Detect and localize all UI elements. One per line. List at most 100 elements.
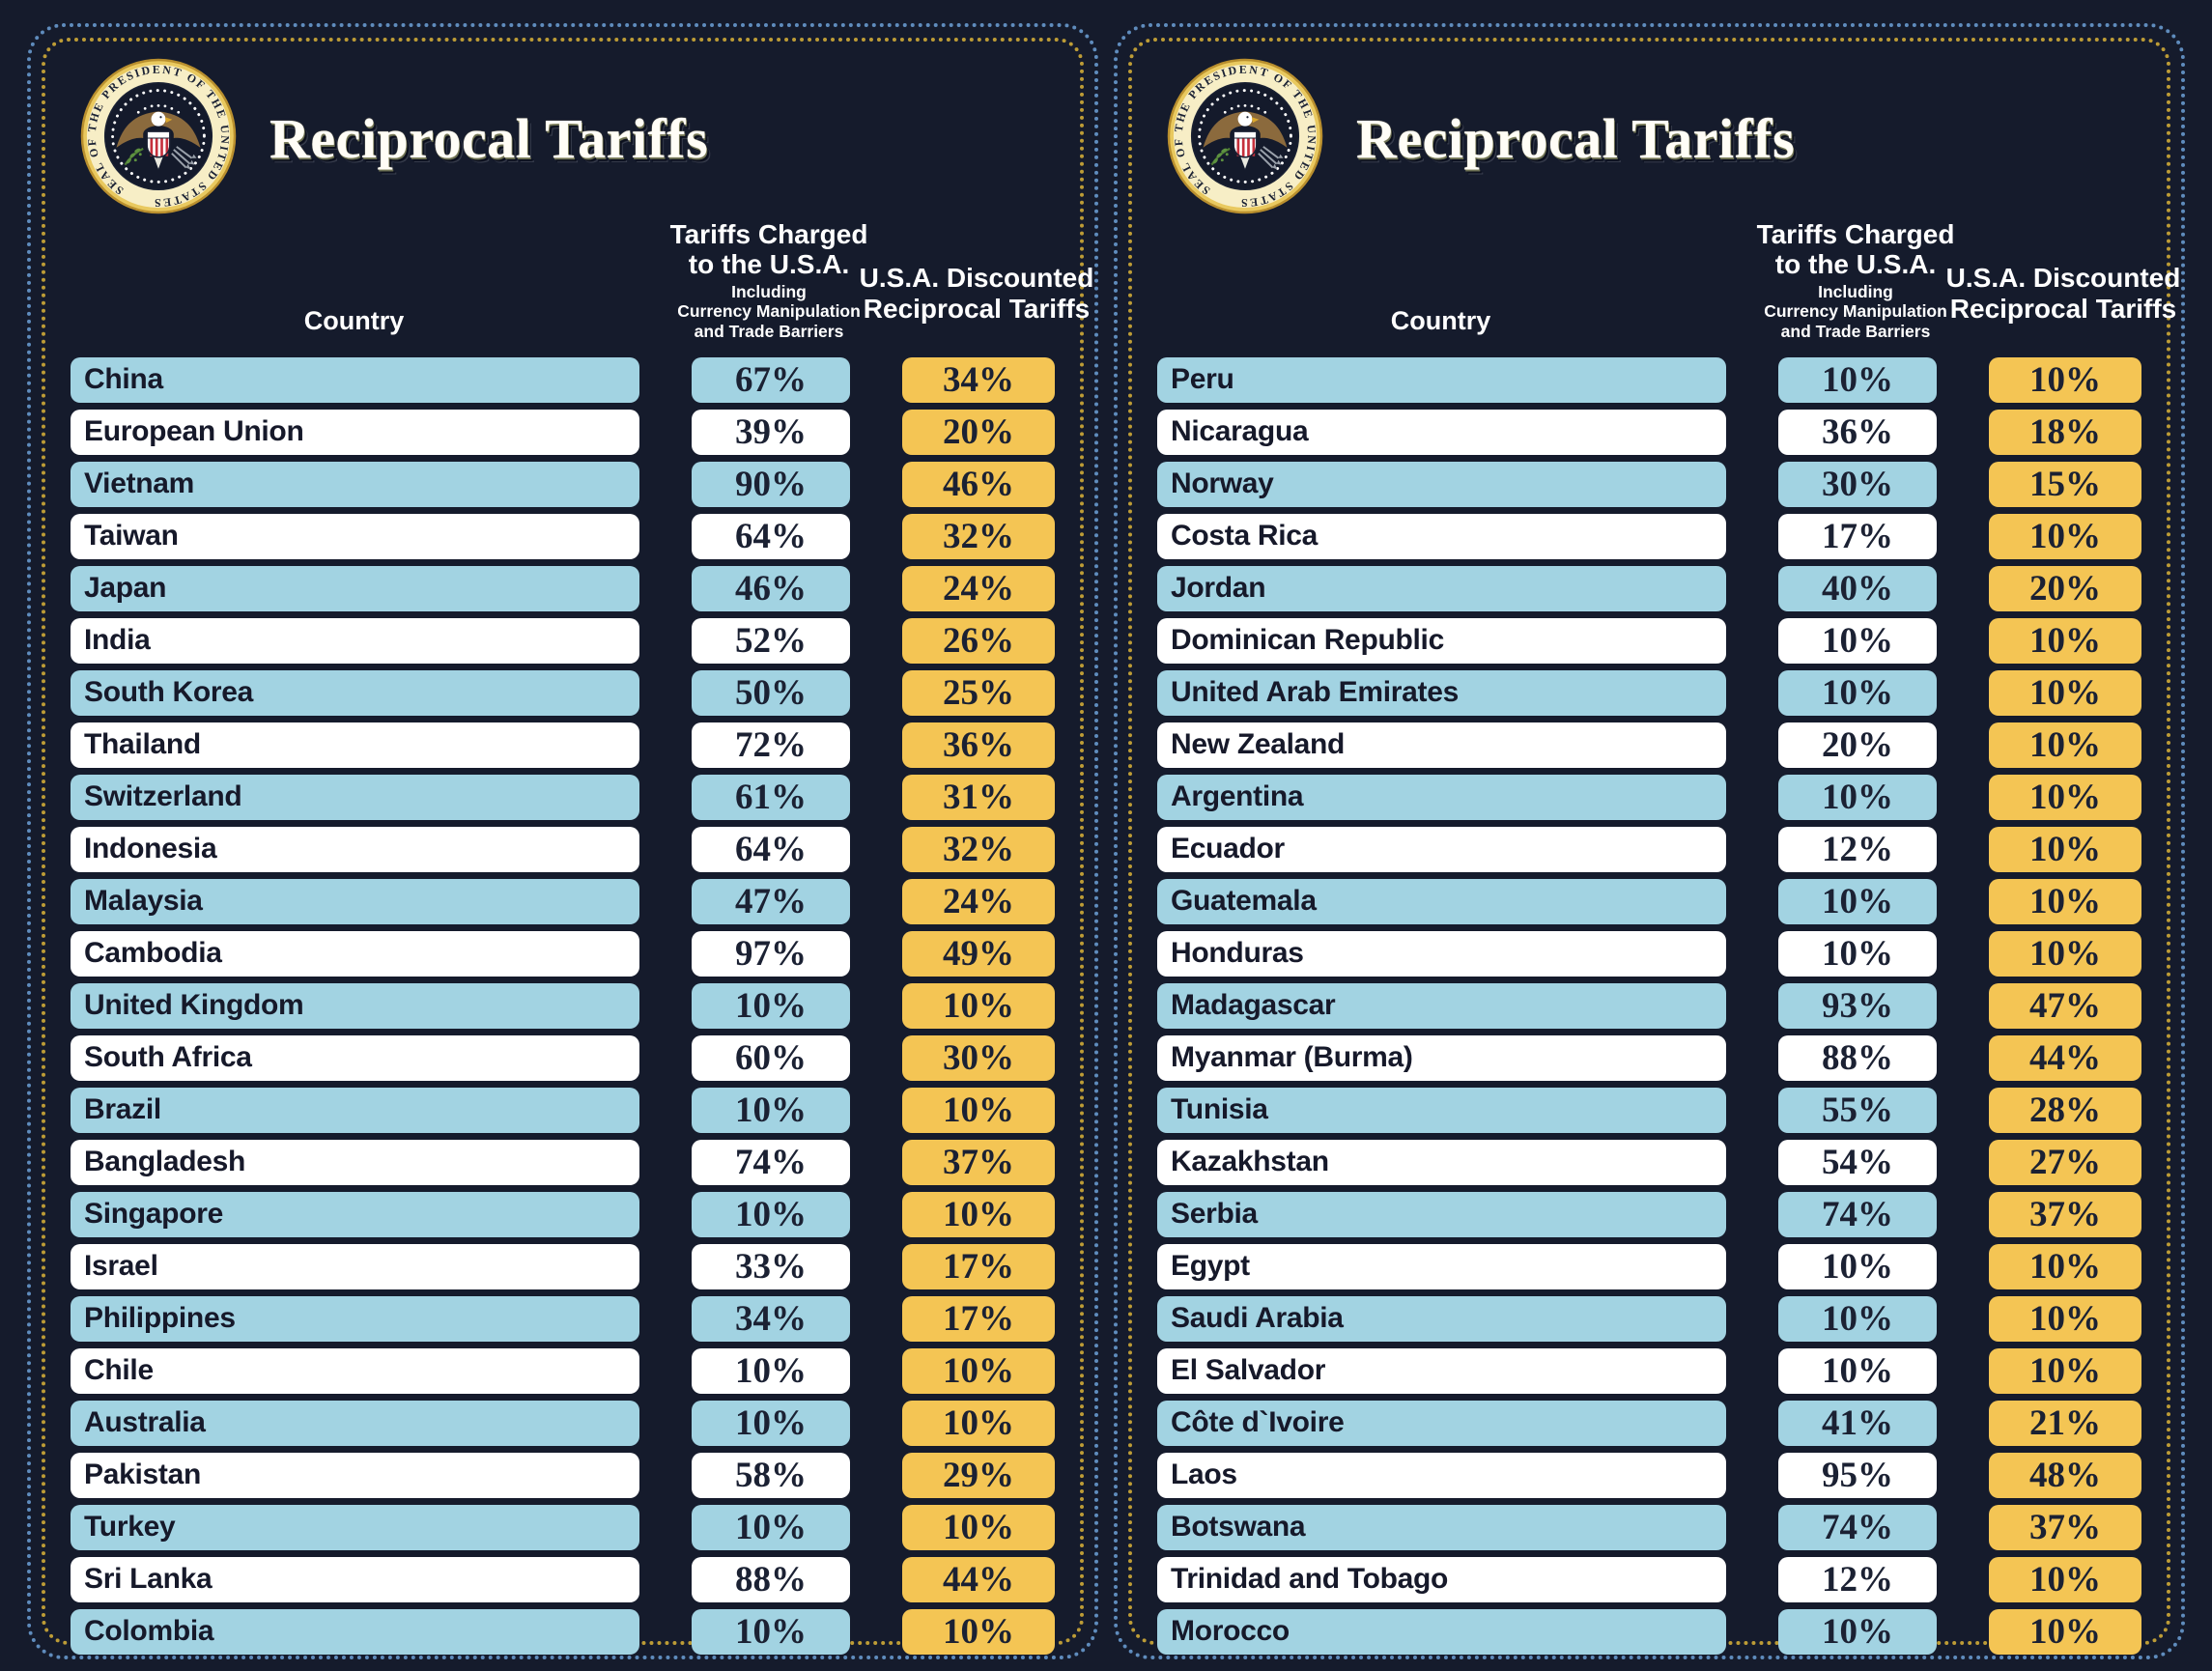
country-cell: Côte d`Ivoire: [1157, 1400, 1726, 1446]
discounted-tariff-cell: 10%: [1989, 1243, 2141, 1289]
table-row: Indonesia 64% 32%: [71, 826, 1055, 872]
charged-tariff-cell: 61%: [692, 774, 850, 820]
charged-tariff-cell: 36%: [1778, 409, 1937, 455]
discounted-tariff-cell: 31%: [902, 774, 1055, 820]
discounted-tariff-cell: 34%: [902, 356, 1055, 403]
country-cell: El Salvador: [1157, 1347, 1726, 1394]
panel-2-header: SEAL OF THE PRESIDENT OF THE UNITED STAT…: [1143, 34, 2141, 238]
charged-tariff-cell: 10%: [692, 982, 850, 1029]
discounted-tariff-cell: 17%: [902, 1243, 1055, 1289]
charged-tariff-cell: 10%: [1778, 669, 1937, 716]
table-row: Turkey 10% 10%: [71, 1504, 1055, 1550]
table-row: European Union 39% 20%: [71, 409, 1055, 455]
charged-tariff-cell: 20%: [1778, 722, 1937, 768]
table-row: New Zealand 20% 10%: [1157, 722, 2141, 768]
charged-tariff-cell: 74%: [1778, 1504, 1937, 1550]
table-row: Côte d`Ivoire 41% 21%: [1157, 1400, 2141, 1446]
charged-tariff-cell: 10%: [1778, 1608, 1937, 1655]
charged-tariff-cell: 55%: [1778, 1087, 1937, 1133]
country-cell: Vietnam: [71, 461, 639, 507]
country-cell: Ecuador: [1157, 826, 1726, 872]
table-row: Taiwan 64% 32%: [71, 513, 1055, 559]
tariff-panel-2: SEAL OF THE PRESIDENT OF THE UNITED STAT…: [1114, 23, 2185, 1659]
country-cell: Sri Lanka: [71, 1556, 639, 1602]
charged-tariff-cell: 88%: [1778, 1034, 1937, 1081]
charged-tariff-cell: 10%: [692, 1191, 850, 1237]
charged-tariff-cell: 30%: [1778, 461, 1937, 507]
charged-tariff-cell: 10%: [692, 1347, 850, 1394]
column-header-tariffs-charged: Tariffs Charged to the U.S.A. Including …: [670, 219, 868, 346]
discounted-tariff-cell: 44%: [902, 1556, 1055, 1602]
discounted-tariff-cell: 10%: [1989, 1556, 2141, 1602]
country-cell: Myanmar (Burma): [1157, 1034, 1726, 1081]
table-row: Philippines 34% 17%: [71, 1295, 1055, 1342]
table-row: El Salvador 10% 10%: [1157, 1347, 2141, 1394]
country-cell: Honduras: [1157, 930, 1726, 977]
table-row: Serbia 74% 37%: [1157, 1191, 2141, 1237]
discounted-tariff-cell: 28%: [1989, 1087, 2141, 1133]
table-row: Madagascar 93% 47%: [1157, 982, 2141, 1029]
discounted-tariff-cell: 10%: [1989, 356, 2141, 403]
charged-tariff-cell: 47%: [692, 878, 850, 924]
table-row: India 52% 26%: [71, 617, 1055, 664]
charged-tariff-cell: 33%: [692, 1243, 850, 1289]
table-row: Ecuador 12% 10%: [1157, 826, 2141, 872]
country-cell: Singapore: [71, 1191, 639, 1237]
charged-tariff-cell: 17%: [1778, 513, 1937, 559]
charged-tariff-cell: 12%: [1778, 1556, 1937, 1602]
table-row: Japan 46% 24%: [71, 565, 1055, 611]
charged-tariff-cell: 67%: [692, 356, 850, 403]
discounted-tariff-cell: 20%: [902, 409, 1055, 455]
country-cell: Norway: [1157, 461, 1726, 507]
discounted-tariff-cell: 27%: [1989, 1139, 2141, 1185]
country-cell: Dominican Republic: [1157, 617, 1726, 664]
table-row: Trinidad and Tobago 12% 10%: [1157, 1556, 2141, 1602]
table-row: Myanmar (Burma) 88% 44%: [1157, 1034, 2141, 1081]
panel-1-header: SEAL OF THE PRESIDENT OF THE UNITED STAT…: [56, 34, 1055, 238]
country-cell: Jordan: [1157, 565, 1726, 611]
eagle: [116, 103, 201, 170]
charged-tariff-cell: 10%: [1778, 1243, 1937, 1289]
discounted-tariff-cell: 20%: [1989, 565, 2141, 611]
table-row: Norway 30% 15%: [1157, 461, 2141, 507]
country-cell: Tunisia: [1157, 1087, 1726, 1133]
charged-tariff-cell: 74%: [692, 1139, 850, 1185]
page-title: Reciprocal Tariffs: [1356, 106, 1796, 170]
discounted-tariff-cell: 49%: [902, 930, 1055, 977]
country-cell: Switzerland: [71, 774, 639, 820]
discounted-tariff-cell: 29%: [902, 1452, 1055, 1498]
table-row: Chile 10% 10%: [71, 1347, 1055, 1394]
column-header-country: Country: [303, 305, 405, 335]
discounted-tariff-cell: 10%: [902, 1347, 1055, 1394]
discounted-tariff-cell: 10%: [902, 1608, 1055, 1655]
charged-tariff-cell: 10%: [1778, 1347, 1937, 1394]
discounted-tariff-cell: 18%: [1989, 409, 2141, 455]
table-row: Vietnam 90% 46%: [71, 461, 1055, 507]
country-cell: Laos: [1157, 1452, 1726, 1498]
column-header-tariffs-charged-title: Tariffs Charged to the U.S.A.: [1756, 219, 1955, 280]
table-row: Laos 95% 48%: [1157, 1452, 2141, 1498]
discounted-tariff-cell: 26%: [902, 617, 1055, 664]
tariff-panel-1-inner: SEAL OF THE PRESIDENT OF THE UNITED STAT…: [42, 34, 1093, 1655]
charged-tariff-cell: 12%: [1778, 826, 1937, 872]
country-cell: Serbia: [1157, 1191, 1726, 1237]
charged-tariff-cell: 60%: [692, 1034, 850, 1081]
table-row: Israel 33% 17%: [71, 1243, 1055, 1289]
table-row: Pakistan 58% 29%: [71, 1452, 1055, 1498]
charged-tariff-cell: 52%: [692, 617, 850, 664]
country-cell: Kazakhstan: [1157, 1139, 1726, 1185]
discounted-tariff-cell: 10%: [902, 982, 1055, 1029]
column-header-discounted-tariffs: U.S.A. Discounted Reciprocal Tariffs: [859, 262, 1094, 324]
country-cell: Australia: [71, 1400, 639, 1446]
charged-tariff-cell: 34%: [692, 1295, 850, 1342]
discounted-tariff-cell: 10%: [1989, 617, 2141, 664]
table-row: Botswana 74% 37%: [1157, 1504, 2141, 1550]
charged-tariff-cell: 10%: [692, 1608, 850, 1655]
country-cell: Egypt: [1157, 1243, 1726, 1289]
discounted-tariff-cell: 24%: [902, 565, 1055, 611]
discounted-tariff-cell: 44%: [1989, 1034, 2141, 1081]
charged-tariff-cell: 46%: [692, 565, 850, 611]
country-cell: Chile: [71, 1347, 639, 1394]
discounted-tariff-cell: 32%: [902, 826, 1055, 872]
country-cell: United Kingdom: [71, 982, 639, 1029]
